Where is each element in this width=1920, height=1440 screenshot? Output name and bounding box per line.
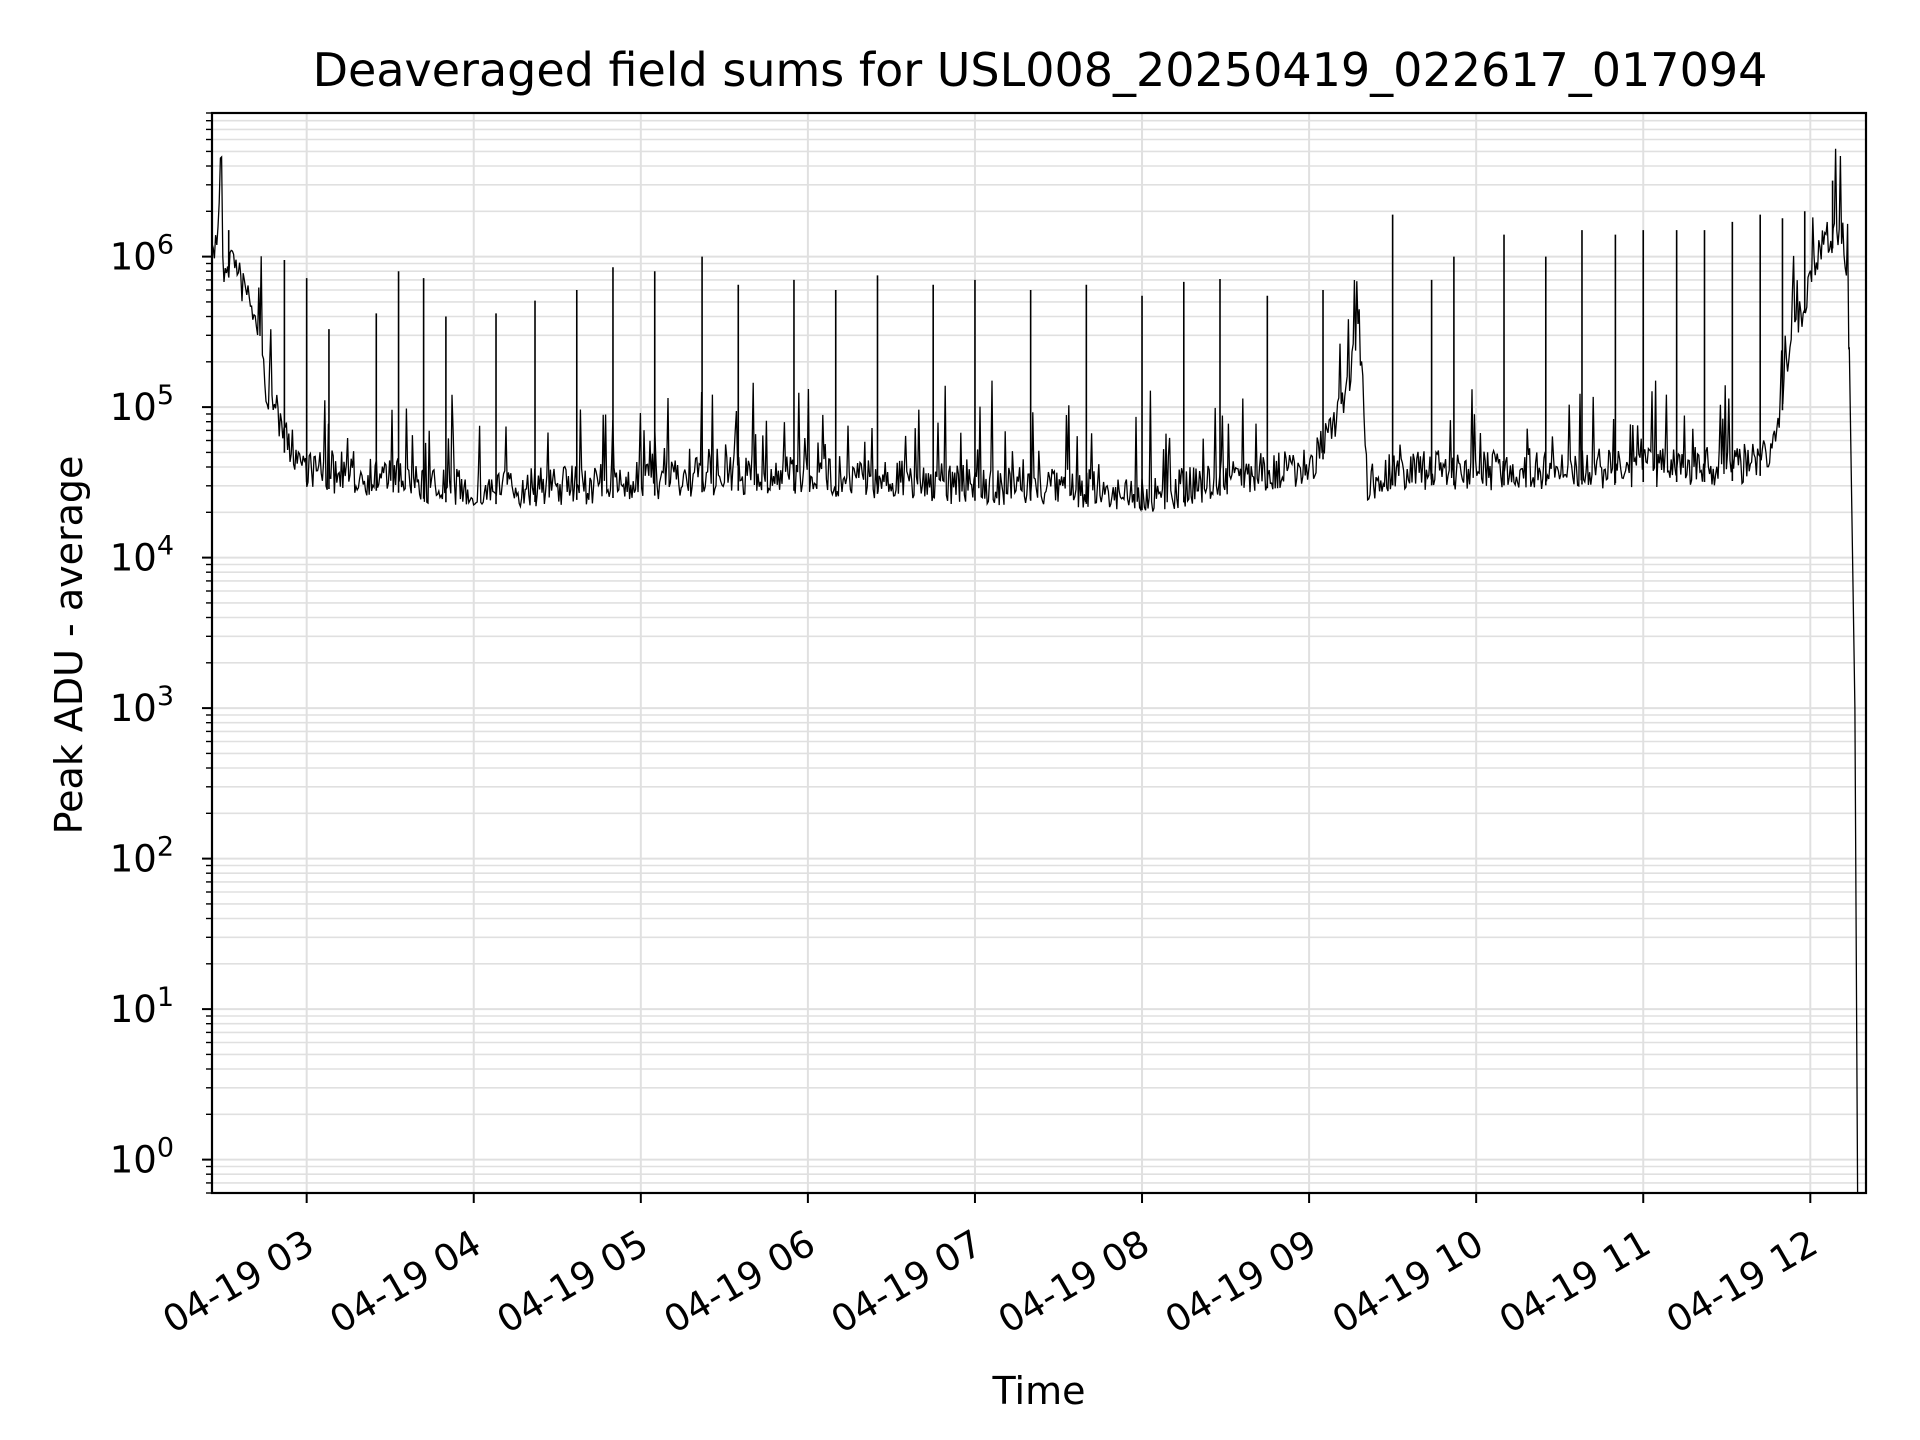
y-tick-label: 106: [110, 230, 174, 279]
y-tick-label: 105: [110, 380, 174, 429]
x-tick-label: 04-19 10: [1325, 1222, 1491, 1342]
y-tick-label: 100: [110, 1133, 174, 1182]
chart-title: Deaveraged field sums for USL008_2025041…: [313, 43, 1768, 97]
x-tick-label: 04-19 12: [1659, 1222, 1825, 1342]
y-axis: 100 101 102 103 104 105 106: [110, 112, 212, 1194]
x-tick-label: 04-19 05: [490, 1222, 656, 1342]
series-line-path: [211, 148, 1859, 1194]
y-tick-label: 103: [110, 681, 174, 730]
y-tick-label: 101: [110, 982, 174, 1031]
x-tick-label: 04-19 08: [991, 1222, 1157, 1342]
x-axis: 04-19 03 04-19 04 04-19 05 04-19 06 04-19 07…: [156, 1193, 1825, 1342]
grid: [212, 112, 1866, 1194]
y-tick-label: 104: [110, 531, 174, 580]
x-tick-label: 04-19 04: [323, 1222, 489, 1342]
x-tick-label: 04-19 06: [657, 1222, 823, 1342]
plot-frame: [210, 111, 1868, 1195]
y-tick-label: 102: [110, 832, 174, 881]
series-line: [211, 148, 1859, 1194]
x-tick-label: 04-19 03: [156, 1222, 322, 1342]
x-tick-label: 04-19 09: [1158, 1222, 1324, 1342]
x-tick-label: 04-19 11: [1492, 1222, 1658, 1342]
x-axis-label: Time: [992, 1369, 1086, 1413]
x-tick-label: 04-19 07: [824, 1222, 990, 1342]
y-axis-label: Peak ADU - average: [47, 456, 91, 835]
